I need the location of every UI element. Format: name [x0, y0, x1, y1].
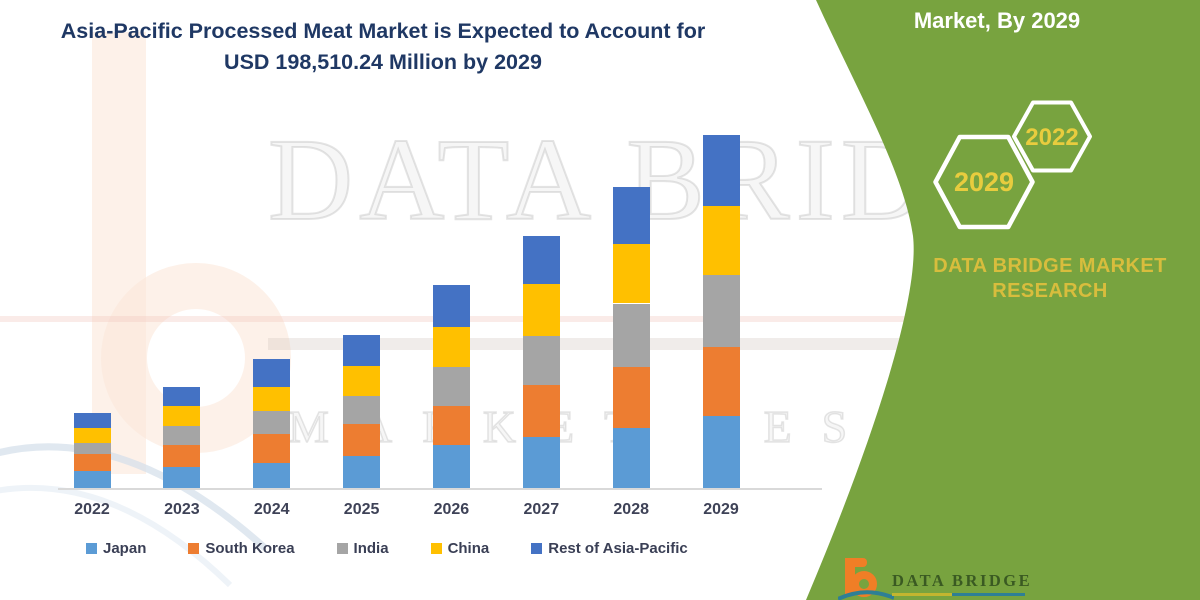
x-tick-2029: 2029 [703, 501, 739, 518]
bar-segment-2026-rest-of-asia-pacific [432, 285, 470, 327]
bar-segment-2025-china [343, 366, 381, 397]
legend-label: India [353, 540, 389, 557]
logo-b-bowl [851, 571, 877, 597]
bar-segment-2024-south-korea [253, 434, 291, 463]
chart-title: Asia-Pacific Processed Meat Market is Ex… [23, 16, 743, 78]
side-panel-shape-path [806, 0, 1200, 600]
data-bridge-logo-icon [838, 558, 894, 600]
bar-segment-2028-south-korea [612, 366, 650, 429]
bar-segment-2025-india [343, 396, 381, 425]
watermark-swoosh-icon [0, 443, 268, 551]
bar-segment-2029-rest-of-asia-pacific [702, 135, 740, 207]
bar-segment-2025-japan [343, 456, 381, 488]
bar-segment-2027-south-korea [522, 385, 560, 437]
forecast-hexagons: 2029 2022 [933, 100, 1092, 230]
chart-title-line1: Asia-Pacific Processed Meat Market is Ex… [60, 19, 706, 43]
bar-segment-2022-india [73, 442, 111, 454]
x-tick-2024: 2024 [253, 501, 290, 518]
bar-segment-2024-rest-of-asia-pacific [253, 359, 291, 387]
x-tick-2022: 2022 [74, 501, 110, 518]
hexagon-year-2022: 2022 [1025, 124, 1078, 151]
x-tick-2028: 2028 [613, 501, 649, 518]
x-tick-2023: 2023 [164, 501, 200, 518]
x-tick-2027: 2027 [523, 501, 560, 518]
bar-segment-2028-rest-of-asia-pacific [612, 186, 650, 245]
hexagon-year-2029: 2029 [954, 167, 1014, 197]
bar-segment-2022-japan [73, 470, 111, 488]
bar-segment-2022-rest-of-asia-pacific [73, 412, 111, 428]
bar-segment-2027-rest-of-asia-pacific [522, 235, 560, 285]
legend-label: China [447, 540, 490, 557]
logo-b-top [845, 558, 867, 567]
legend-swatch-icon [336, 543, 348, 554]
footer-brand-text: DATA BRIDGE [892, 571, 1033, 590]
bar-segment-2028-china [612, 244, 650, 304]
brand-line2: RESEARCH [992, 280, 1108, 302]
legend-item-india: India [336, 540, 389, 557]
legend-swatch-icon [86, 543, 97, 554]
legend-item-south-korea: South Korea [188, 540, 295, 557]
bar-segment-2028-india [612, 303, 650, 367]
x-axis-line [58, 488, 822, 490]
bar-segment-2024-india [253, 411, 291, 435]
legend-swatch-icon [531, 543, 543, 554]
bar-segment-2029-india [702, 275, 740, 347]
side-panel-brand: DATA BRIDGE MARKET RESEARCH [900, 254, 1200, 304]
hexagon-large-icon [933, 134, 1035, 230]
bar-segment-2026-china [432, 326, 470, 368]
legend-label: Rest of Asia-Pacific [548, 540, 688, 557]
bar-segment-2029-china [702, 206, 740, 276]
legend-label: Japan [103, 540, 147, 557]
bar-segment-2025-rest-of-asia-pacific [343, 335, 381, 367]
logo-b-stem [845, 558, 855, 594]
side-panel-heading: Market, By 2029 [913, 8, 1081, 33]
brand-line1: DATA BRIDGE MARKET [933, 255, 1167, 277]
bar-segment-2026-japan [432, 445, 470, 488]
legend-label: South Korea [205, 540, 295, 557]
bar-segment-2027-india [522, 336, 560, 386]
chart-title-line2: USD 198,510.24 Million by 2029 [224, 50, 542, 74]
legend-item-china: China [430, 540, 490, 557]
x-tick-2026: 2026 [433, 501, 470, 518]
bar-segment-2026-south-korea [432, 406, 470, 446]
bar-segment-2029-south-korea [702, 346, 740, 416]
footer-brand-underline [892, 593, 1025, 596]
x-tick-2025: 2025 [343, 501, 380, 518]
bar-segment-2025-south-korea [343, 424, 381, 457]
chart-legend: Japan South Korea India China Rest of Asia-P… [86, 540, 688, 557]
watermark-underline-band [268, 338, 908, 350]
bar-segment-2028-japan [612, 428, 650, 488]
bar-segment-2023-south-korea [163, 444, 201, 468]
bar-segment-2027-japan [522, 436, 560, 488]
bar-segment-2027-china [522, 284, 560, 337]
bar-segment-2026-india [432, 367, 470, 407]
bar-segment-2024-china [253, 386, 291, 412]
bar-segment-2023-india [163, 426, 201, 445]
legend-swatch-icon [188, 543, 200, 554]
bar-segment-2023-china [163, 405, 201, 427]
bar-segment-2024-japan [253, 462, 291, 488]
bar-segment-2022-china [73, 427, 111, 443]
legend-item-japan: Japan [86, 540, 146, 557]
bar-segment-2023-japan [163, 467, 201, 488]
legend-item-rest-of-asia-pacific: Rest of Asia-Pacific [531, 540, 688, 557]
bar-segment-2023-rest-of-asia-pacific [163, 386, 201, 406]
logo-swoosh-icon [838, 590, 894, 600]
bar-segment-2029-japan [702, 416, 740, 488]
hexagon-small-icon [1012, 100, 1092, 173]
watermark-swoosh-icon [0, 484, 233, 588]
bar-segment-2022-south-korea [73, 453, 111, 471]
legend-swatch-icon [430, 543, 442, 554]
